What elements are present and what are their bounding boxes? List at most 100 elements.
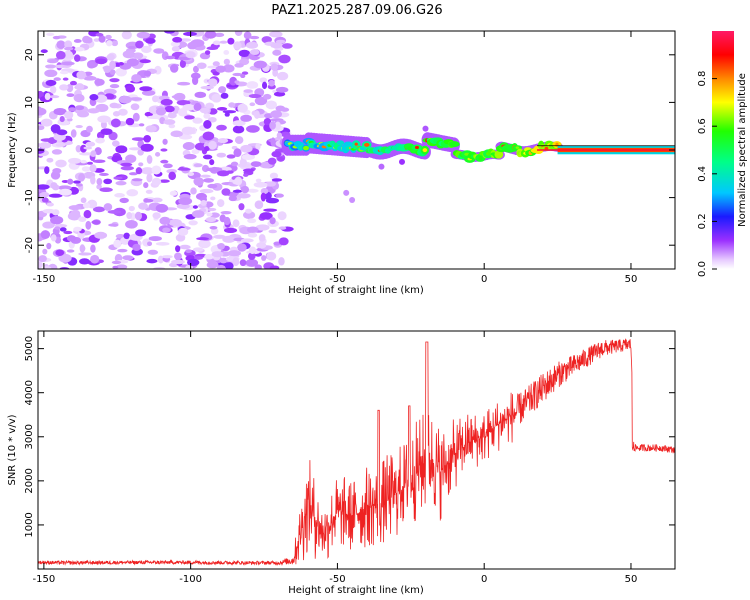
spectrogram-noise-blob [143,70,152,77]
spectrogram-noise-blob [39,191,50,198]
spectrogram-noise-blob [192,205,198,209]
spectrogram-noise-blob [49,95,60,99]
spectrogram-noise-blob [399,158,405,165]
spectrogram-noise-blob [227,37,235,45]
spectrogram-noise-blob [205,102,215,109]
spectrogram-noise-blob [106,53,115,61]
spectrogram-noise-blob [63,50,74,59]
spectrogram-noise-blob [255,142,261,151]
spectrogram-noise-blob [50,124,61,134]
spectrogram-noise-blob [106,40,113,47]
spectrogram-noise-blob [245,208,252,214]
spectrogram-noise-blob [38,261,43,269]
x-tick-label: 50 [625,274,638,285]
spectrogram-noise-blob [274,121,281,131]
spectrogram-noise-blob [230,161,239,167]
spectrogram-noise-blob [187,171,195,176]
x-tick-label: -50 [329,274,345,285]
spectrogram-noise-blob [114,193,125,198]
spectrogram-noise-blob [163,119,176,125]
spectrogram-noise-blob [95,32,104,37]
spectrogram-noise-blob [182,103,195,111]
spectrogram-noise-blob [192,76,199,86]
spectrogram-noise-blob [147,249,159,255]
spectrogram-noise-blob [70,209,81,218]
spectrogram-noise-blob [96,184,102,190]
spectrogram-noise-blob [222,110,237,114]
colorbar-gradient [712,31,734,269]
spectrogram-noise-blob [161,255,173,259]
spectrogram-noise-blob [143,198,154,203]
spectrogram-noise-blob [162,138,168,145]
spectrogram-noise-blob [143,135,152,143]
spectrogram-noise-blob [55,143,66,147]
spectrogram-noise-blob [246,41,259,49]
spectrogram-noise-blob [239,158,247,168]
spectrogram-noise-blob [147,241,153,247]
spectrogram-noise-blob [73,39,82,43]
spectrogram-noise-blob [198,239,211,249]
spectrogram-noise-blob [253,60,267,69]
spectrogram-noise-blob [139,59,151,64]
spectrogram-noise-blob [98,35,106,43]
spectrogram-noise-blob [117,248,128,253]
spectrogram-noise-blob [141,45,152,54]
spectrogram-noise-blob [75,183,83,187]
spectrogram-noise-blob [90,175,96,185]
spectrogram-noise-blob [249,102,256,107]
spectrogram-noise-blob [78,216,87,222]
spectrogram-noise-blob [349,196,356,203]
y-tick-label: 1000 [24,512,35,537]
spectrogram-noise-blob [217,242,226,250]
spectrogram-noise-blob [111,260,122,265]
spectrogram-noise-blob [212,61,220,67]
spectrogram-noise-blob [378,163,385,170]
y-tick-label: 5000 [24,336,35,361]
spectrogram-noise-blob [59,116,65,123]
spectrogram-noise-blob [138,162,144,167]
spectrogram-noise-blob [131,74,142,83]
x-tick-label: -100 [179,574,202,585]
spectrogram-noise-blob [243,89,253,93]
spectrogram-carrier-blob [515,146,520,149]
spectrogram-noise-blob [199,188,214,194]
spectrogram-noise-blob [80,197,87,204]
spectrogram-noise-blob [125,85,136,93]
spectrogram-noise-blob [259,212,273,220]
spectrogram-noise-blob [58,253,72,263]
spectrogram-noise-blob [53,107,67,116]
spectrogram-noise-blob [66,93,75,98]
colorbar: 0.0 0.2 0.4 0.6 0.8 Normalized spectral ampl… [697,31,748,277]
spectrogram-noise-blob [255,178,262,183]
spectrogram-noise-blob [226,154,236,159]
spectrogram-noise-blob [39,142,52,149]
spectrogram-noise-blob [40,230,51,239]
spectrogram-noise-blob [82,35,91,44]
spectrogram-noise-blob [271,178,283,182]
spectrogram-noise-blob [268,229,277,234]
x-tick-label: 0 [481,574,487,585]
spectrogram-noise-blob [232,72,243,77]
snr-x-ticks: -150 -100 -50 0 50 [33,331,637,585]
spectrogram-noise-blob [148,236,162,242]
spectrogram-noise-blob [125,220,138,229]
spectrogram-noise-blob [248,94,262,99]
spectrogram-noise-blob [250,161,262,167]
spectrogram-noise-blob [59,84,69,91]
spectrogram-noise-blob [73,93,85,103]
spectrogram-noise-blob [64,40,73,49]
spectrogram-y-ticks: -20 -10 0 10 20 [24,48,675,253]
spectrogram-noise-blob [131,137,145,141]
spectrogram-noise-blob [176,100,191,106]
spectrogram-noise-blob [85,220,92,230]
spectrogram-heatmap [38,31,675,269]
spectrogram-noise-blob [204,254,215,260]
spectrogram-noise-blob [38,125,45,131]
spectrogram-noise-blob [270,110,283,119]
y-tick-label: 0 [24,147,35,153]
spectrogram-noise-blob [107,210,122,214]
spectrogram-noise-blob [178,134,193,140]
spectrogram-noise-blob [193,163,203,168]
spectrogram-noise-blob [69,80,77,86]
